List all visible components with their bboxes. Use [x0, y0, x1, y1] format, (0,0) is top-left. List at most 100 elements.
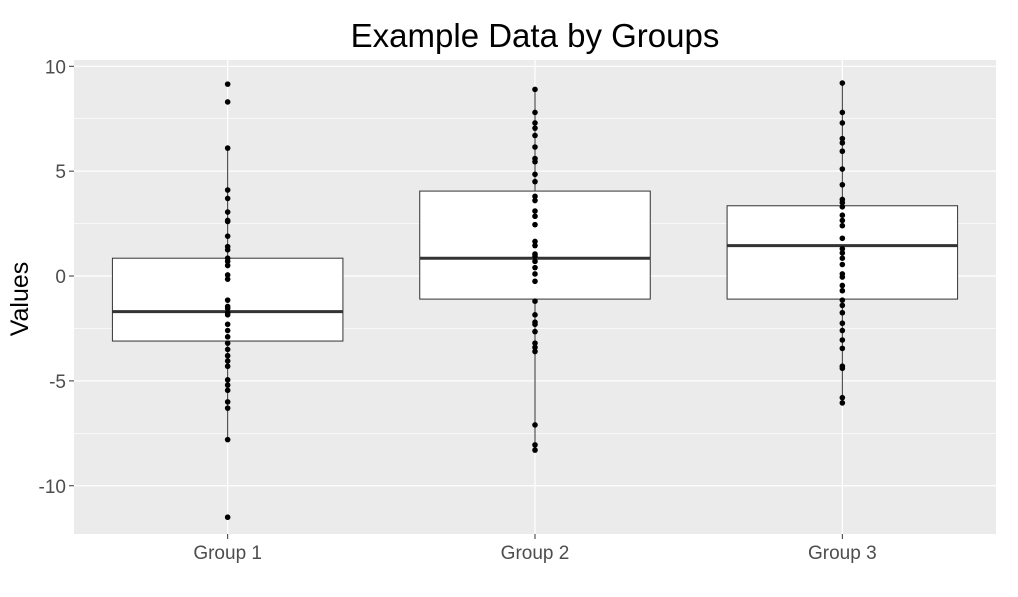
data-point: [224, 363, 231, 370]
data-point: [839, 135, 846, 142]
x-tick-label: Group 2: [501, 543, 570, 564]
data-point: [532, 197, 538, 204]
data-point: [532, 144, 538, 150]
data-point: [839, 282, 846, 289]
data-point: [532, 120, 538, 126]
data-point: [839, 302, 846, 309]
data-point: [532, 264, 538, 271]
data-point: [224, 352, 231, 359]
data-point: [532, 442, 538, 448]
data-point: [532, 221, 538, 228]
data-point: [839, 309, 846, 316]
data-point: [839, 120, 846, 126]
data-point: [224, 346, 231, 353]
data-point: [839, 235, 846, 242]
data-point: [532, 171, 538, 178]
box-group: [111, 81, 344, 521]
data-point: [224, 258, 231, 265]
data-point: [839, 212, 846, 219]
y-tick-label: 10: [45, 57, 66, 78]
data-point: [224, 81, 231, 87]
y-tick-label: 0: [55, 267, 66, 288]
data-point: [532, 178, 538, 185]
data-point: [224, 399, 231, 405]
data-point: [532, 328, 538, 335]
boxes: [111, 80, 959, 521]
data-point: [839, 199, 846, 206]
data-point: [224, 334, 231, 340]
data-point: [839, 250, 846, 256]
data-point: [224, 272, 231, 278]
data-point: [224, 358, 231, 364]
data-point: [839, 287, 846, 294]
data-point: [532, 271, 538, 277]
data-point: [839, 140, 846, 146]
data-point: [839, 297, 846, 303]
y-axis-title: Values: [6, 262, 34, 337]
data-point: [224, 327, 231, 334]
data-point: [839, 166, 846, 172]
y-tick-label: 5: [55, 162, 66, 183]
data-point: [224, 436, 231, 443]
data-point: [532, 132, 538, 139]
data-point: [224, 209, 231, 215]
data-point: [532, 213, 538, 220]
chart-title: Example Data by Groups: [351, 17, 720, 54]
data-point: [532, 208, 538, 214]
data-point: [532, 242, 538, 249]
data-point: [224, 377, 231, 383]
data-point: [224, 262, 231, 269]
data-point: [839, 365, 846, 372]
data-point: [224, 145, 231, 151]
data-point: [839, 148, 846, 155]
data-point: [839, 345, 846, 352]
data-point: [224, 195, 231, 202]
data-point: [839, 222, 846, 229]
data-point: [532, 109, 538, 116]
data-point: [224, 218, 231, 225]
data-point: [839, 400, 846, 406]
data-point: [839, 320, 846, 327]
data-point: [532, 348, 538, 355]
data-point: [532, 86, 538, 93]
y-tick-label: -5: [49, 372, 66, 393]
data-point: [839, 181, 846, 188]
data-point: [224, 321, 231, 328]
data-point: [839, 261, 846, 268]
box-group: [419, 86, 651, 453]
data-point: [224, 99, 231, 105]
x-tick-label: Group 3: [808, 543, 877, 564]
data-point: [224, 514, 231, 521]
data-point: [839, 204, 846, 210]
data-point: [532, 321, 538, 328]
data-point: [532, 253, 538, 259]
box-group: [726, 80, 959, 406]
data-point: [839, 245, 846, 252]
data-point: [532, 340, 538, 346]
x-tick-label: Group 1: [193, 543, 262, 564]
data-point: [839, 109, 846, 116]
data-point: [532, 298, 538, 304]
data-point: [839, 217, 846, 224]
data-point: [224, 187, 231, 193]
data-point: [224, 305, 231, 312]
data-point: [224, 382, 231, 388]
data-point: [532, 238, 538, 245]
y-tick-label: -10: [39, 477, 66, 498]
data-point: [224, 297, 231, 303]
data-point: [532, 312, 538, 318]
data-point: [839, 255, 846, 261]
data-point: [224, 276, 231, 282]
data-point: [224, 233, 231, 239]
data-point: [532, 422, 538, 428]
data-point: [532, 158, 538, 165]
data-point: [224, 405, 231, 411]
data-point: [224, 387, 231, 394]
data-point: [532, 125, 538, 131]
data-point: [224, 312, 231, 318]
data-point: [839, 394, 846, 401]
data-point: [224, 340, 231, 346]
data-point: [839, 337, 846, 343]
axis-ticks: -10 -5 0 5 10 Group 1 Group 2 Group 3: [39, 57, 877, 564]
